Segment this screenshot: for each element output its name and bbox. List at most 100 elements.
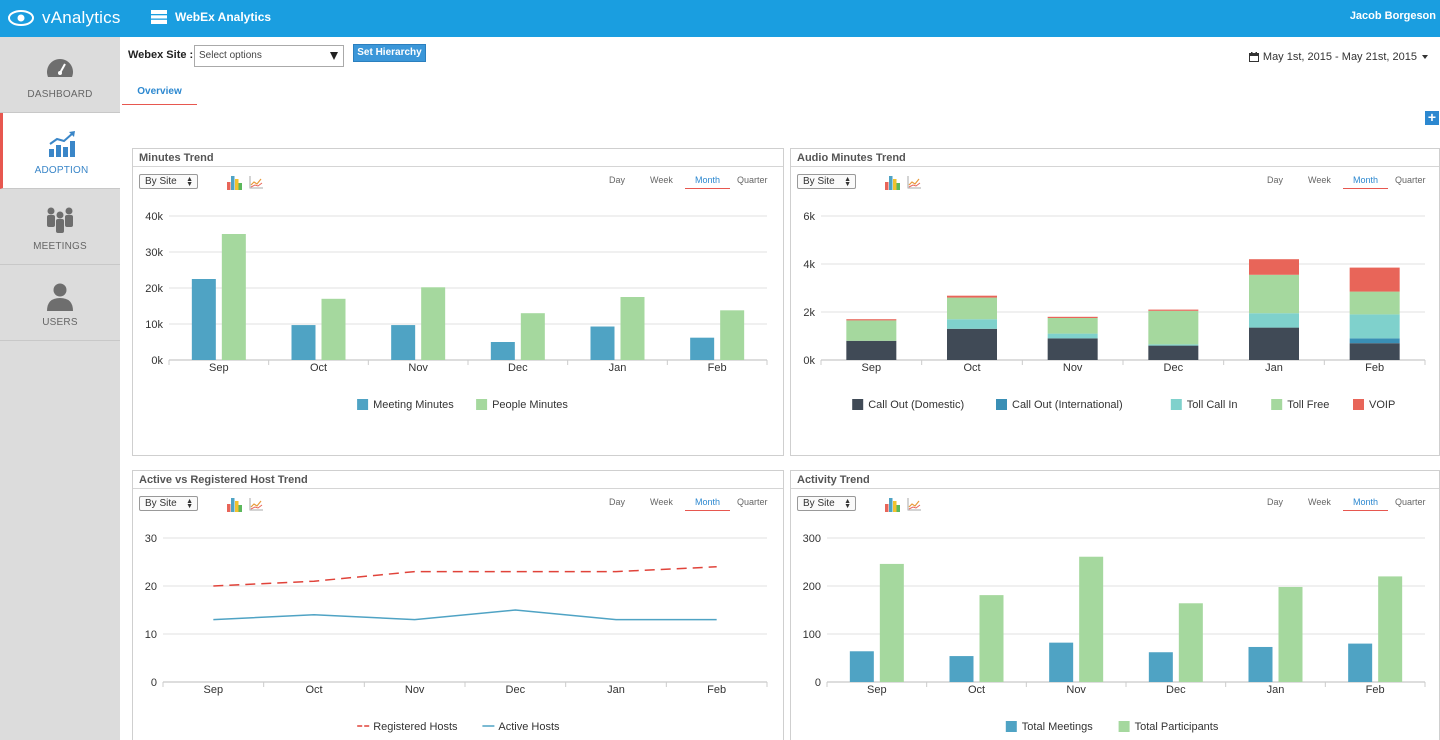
bar-meeting-minutes-sep[interactable]	[191, 279, 216, 360]
bar-voip-feb[interactable]	[1349, 267, 1400, 292]
bar-total-participants-jan[interactable]	[1278, 586, 1303, 682]
date-range-picker[interactable]: May 1st, 2015 - May 21st, 2015	[1248, 51, 1428, 63]
legend-label[interactable]: Meeting Minutes	[373, 399, 454, 411]
bar-total-meetings-feb[interactable]	[1348, 643, 1373, 682]
group-by-select[interactable]: By Site ▲ ▼	[797, 496, 856, 511]
period-tab-day[interactable]: Day	[609, 497, 626, 507]
bar-meeting-minutes-oct[interactable]	[291, 325, 316, 360]
app-logo[interactable]: vAnalytics	[8, 6, 121, 30]
bar-call-out-domestic--oct[interactable]	[947, 328, 997, 360]
legend-label[interactable]: VOIP	[1369, 399, 1395, 411]
webex-site-select[interactable]: Select options	[194, 45, 344, 67]
bar-total-participants-sep[interactable]	[879, 563, 904, 682]
period-tab-month[interactable]: Month	[1343, 175, 1388, 189]
period-tab-quarter[interactable]: Quarter	[1395, 497, 1426, 507]
bar-call-out-domestic--dec[interactable]	[1148, 345, 1199, 360]
period-tab-quarter[interactable]: Quarter	[737, 497, 768, 507]
bar-people-minutes-sep[interactable]	[221, 234, 246, 360]
legend-label[interactable]: Total Participants	[1135, 721, 1219, 733]
bar-toll-free-dec[interactable]	[1148, 310, 1199, 345]
period-tab-week[interactable]: Week	[1308, 175, 1331, 185]
group-by-select[interactable]: By Site ▲ ▼	[139, 496, 198, 511]
bar-total-participants-dec[interactable]	[1178, 603, 1203, 682]
bar-total-participants-oct[interactable]	[979, 595, 1004, 682]
bar-people-minutes-feb[interactable]	[720, 310, 745, 360]
bar-people-minutes-nov[interactable]	[421, 287, 446, 360]
period-tab-quarter[interactable]: Quarter	[737, 175, 768, 185]
bar-people-minutes-dec[interactable]	[520, 313, 545, 360]
legend-label[interactable]: Registered Hosts	[373, 721, 458, 733]
bar-toll-call-in-jan[interactable]	[1249, 313, 1299, 328]
bar-meeting-minutes-jan[interactable]	[590, 326, 615, 360]
group-by-select[interactable]: By Site ▲ ▼	[797, 174, 856, 189]
tab-overview[interactable]: Overview	[122, 83, 197, 105]
period-tab-week[interactable]: Week	[650, 497, 673, 507]
bar-call-out-domestic--nov[interactable]	[1047, 338, 1098, 360]
legend-label[interactable]: People Minutes	[492, 399, 568, 411]
line-chart-toggle-icon[interactable]	[249, 497, 264, 511]
line-registered-hosts[interactable]	[213, 566, 717, 587]
bar-total-meetings-sep[interactable]	[849, 651, 874, 682]
period-tab-month[interactable]: Month	[685, 497, 730, 511]
legend-label[interactable]: Active Hosts	[498, 721, 560, 733]
set-hierarchy-button[interactable]: Set Hierarchy	[353, 44, 426, 62]
bar-toll-free-feb[interactable]	[1349, 291, 1400, 315]
bar-toll-free-sep[interactable]	[846, 320, 897, 341]
bar-toll-free-jan[interactable]	[1249, 274, 1299, 314]
legend-label[interactable]: Toll Free	[1287, 399, 1329, 411]
sidebar-item-meetings[interactable]: MEETINGS	[0, 189, 120, 265]
bar-meeting-minutes-feb[interactable]	[690, 337, 715, 360]
bar-people-minutes-jan[interactable]	[620, 297, 645, 360]
period-tab-month[interactable]: Month	[1343, 497, 1388, 511]
period-tab-day[interactable]: Day	[609, 175, 626, 185]
bar-chart-toggle-icon[interactable]	[226, 496, 242, 512]
bar-call-out-domestic--sep[interactable]	[846, 340, 897, 360]
legend-label[interactable]: Toll Call In	[1187, 399, 1238, 411]
bar-total-meetings-oct[interactable]	[949, 656, 974, 682]
sidebar-item-users[interactable]: USERS	[0, 265, 120, 341]
bar-toll-call-in-feb[interactable]	[1349, 314, 1400, 339]
bar-total-participants-feb[interactable]	[1378, 576, 1403, 682]
add-widget-button[interactable]: +	[1425, 110, 1439, 125]
legend-label[interactable]: Total Meetings	[1022, 721, 1093, 733]
bar-meeting-minutes-nov[interactable]	[391, 325, 416, 360]
bar-toll-call-in-oct[interactable]	[947, 319, 997, 329]
bar-total-meetings-dec[interactable]	[1148, 652, 1173, 682]
period-tab-day[interactable]: Day	[1267, 175, 1284, 185]
group-by-select[interactable]: By Site ▲ ▼	[139, 174, 198, 189]
bar-voip-dec[interactable]	[1148, 309, 1199, 311]
line-chart-toggle-icon[interactable]	[907, 175, 922, 189]
bar-total-meetings-jan[interactable]	[1248, 646, 1273, 682]
bar-call-out-international--feb[interactable]	[1349, 338, 1400, 344]
bar-chart-toggle-icon[interactable]	[884, 496, 900, 512]
bar-meeting-minutes-dec[interactable]	[490, 342, 515, 360]
line-chart-toggle-icon[interactable]	[249, 175, 264, 189]
bar-voip-jan[interactable]	[1249, 259, 1299, 275]
bar-chart-toggle-icon[interactable]	[884, 174, 900, 190]
bar-call-out-domestic--jan[interactable]	[1249, 327, 1299, 360]
bar-call-out-domestic--feb[interactable]	[1349, 343, 1400, 360]
period-tab-week[interactable]: Week	[650, 175, 673, 185]
bar-voip-nov[interactable]	[1047, 316, 1098, 318]
bar-toll-free-nov[interactable]	[1047, 318, 1098, 334]
legend-label[interactable]: Call Out (Domestic)	[868, 399, 964, 411]
bar-toll-call-in-nov[interactable]	[1047, 333, 1098, 339]
bar-total-participants-nov[interactable]	[1079, 556, 1104, 682]
bar-voip-sep[interactable]	[846, 319, 897, 321]
bar-total-meetings-nov[interactable]	[1049, 642, 1074, 682]
bar-voip-oct[interactable]	[947, 295, 997, 298]
bar-chart-toggle-icon[interactable]	[226, 174, 242, 190]
user-menu[interactable]: Jacob Borgeson	[1349, 10, 1436, 22]
bar-people-minutes-oct[interactable]	[321, 298, 346, 360]
period-tab-month[interactable]: Month	[685, 175, 730, 189]
sidebar-item-dashboard[interactable]: DASHBOARD	[0, 37, 120, 113]
line-active-hosts[interactable]	[213, 609, 717, 621]
line-chart-toggle-icon[interactable]	[907, 497, 922, 511]
period-tab-quarter[interactable]: Quarter	[1395, 175, 1426, 185]
bar-toll-call-in-dec[interactable]	[1148, 344, 1199, 346]
period-tab-week[interactable]: Week	[1308, 497, 1331, 507]
legend-label[interactable]: Call Out (International)	[1012, 399, 1123, 411]
sidebar-item-adoption[interactable]: ADOPTION	[0, 113, 120, 189]
period-tab-day[interactable]: Day	[1267, 497, 1284, 507]
bar-toll-free-oct[interactable]	[947, 297, 997, 320]
